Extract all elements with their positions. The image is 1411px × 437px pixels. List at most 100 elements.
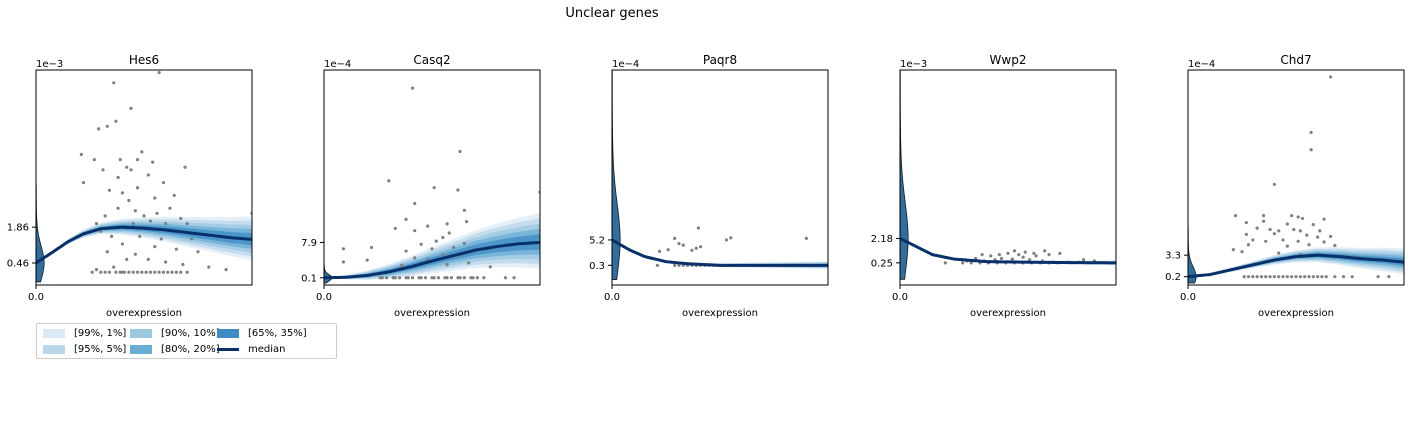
- panel-title: Casq2: [413, 53, 450, 67]
- data-point: [94, 221, 99, 226]
- x-axis-label: overexpression: [970, 308, 1046, 319]
- data-point: [657, 249, 662, 253]
- data-point: [488, 265, 492, 269]
- panel-title: Hes6: [129, 53, 159, 67]
- data-point: [129, 106, 133, 110]
- data-point: [462, 208, 466, 212]
- data-point: [1264, 239, 1268, 243]
- data-point: [120, 270, 124, 274]
- quantile-band-2: [324, 223, 540, 279]
- data-point: [185, 221, 189, 226]
- data-point: [475, 276, 479, 280]
- data-point: [1023, 250, 1027, 254]
- data-point: [1285, 244, 1289, 248]
- y-tick-label: 0.3: [589, 261, 605, 272]
- data-point: [449, 276, 454, 280]
- data-point: [1281, 275, 1285, 279]
- data-point: [341, 247, 346, 251]
- median-line: [1188, 253, 1404, 279]
- data-point: [92, 157, 96, 162]
- data-point: [1305, 233, 1309, 237]
- data-point: [120, 242, 124, 246]
- data-point: [436, 276, 441, 280]
- data-point: [1043, 249, 1047, 253]
- data-point: [185, 270, 189, 274]
- data-point: [110, 234, 114, 238]
- x-tick-label: 0.0: [1180, 292, 1196, 303]
- data-point: [131, 221, 135, 226]
- data-point: [140, 270, 144, 274]
- data-point: [81, 181, 86, 185]
- data-point: [1309, 148, 1313, 152]
- data-point: [503, 276, 508, 280]
- data-point: [1298, 229, 1302, 233]
- data-point: [393, 276, 397, 280]
- legend-label: [99%, 1%]: [74, 327, 127, 339]
- data-point: [969, 261, 973, 265]
- data-point: [148, 219, 153, 223]
- axes-frame: [323, 69, 541, 286]
- data-point: [118, 157, 122, 162]
- axis-offset-label: 1e−3: [36, 59, 63, 70]
- data-point: [997, 253, 1001, 257]
- data-point: [101, 168, 105, 172]
- axis-offset-label: 1e−4: [324, 59, 351, 70]
- data-point: [1307, 275, 1311, 279]
- data-point: [1296, 239, 1300, 243]
- data-point: [168, 206, 172, 210]
- panel-paqr8: Paqr8 1e−4 5.2 0.3 0.0 overexpression: [589, 53, 829, 319]
- data-point: [729, 236, 733, 240]
- y-tick-label: 0.46: [7, 258, 29, 269]
- data-point: [135, 157, 140, 162]
- panel-chd7: Chd7 1e−4 3.3 0.2 0.0 overexpression: [1165, 53, 1405, 319]
- data-point: [413, 256, 417, 260]
- data-point: [980, 253, 984, 257]
- data-point: [138, 234, 142, 238]
- x-tick-label: 0.0: [28, 292, 44, 303]
- violin-plot: [324, 264, 333, 284]
- data-point: [430, 247, 434, 251]
- data-point: [1251, 238, 1255, 242]
- data-point: [1058, 251, 1062, 255]
- data-point: [410, 86, 415, 90]
- legend-entry: [90%, 10%]: [130, 326, 220, 340]
- y-tick-label: 0.25: [871, 258, 893, 269]
- data-point: [419, 276, 423, 280]
- legend: [99%, 1%] [95%, 5%] [90%, 10%] [80%, 20%] [6…: [36, 323, 337, 359]
- data-point: [1290, 275, 1294, 279]
- data-point: [1012, 249, 1017, 253]
- data-point: [1028, 258, 1032, 262]
- legend-label: [80%, 20%]: [161, 343, 220, 355]
- data-point: [681, 243, 685, 247]
- data-point: [445, 263, 449, 267]
- data-point: [103, 214, 107, 218]
- legend-swatch: [130, 328, 152, 338]
- panel-hes6: Hes6 1e−3 1.86 0.46 0.0 overexpression: [7, 53, 253, 319]
- data-point: [107, 188, 112, 192]
- data-point: [458, 276, 462, 280]
- data-point: [153, 270, 157, 274]
- data-point: [181, 262, 185, 267]
- data-point: [79, 152, 83, 157]
- data-point: [146, 173, 150, 177]
- data-point: [1251, 275, 1255, 279]
- data-point: [1032, 251, 1036, 255]
- axes-frame: [35, 69, 253, 286]
- data-point: [698, 245, 703, 249]
- y-tick-label: 3.3: [1165, 251, 1181, 262]
- data-point: [103, 270, 107, 274]
- data-point: [1268, 227, 1272, 232]
- data-point: [445, 222, 449, 226]
- data-point: [127, 270, 131, 274]
- data-point: [1316, 275, 1320, 279]
- data-point: [999, 256, 1004, 261]
- panel-title: Chd7: [1280, 53, 1311, 67]
- data-point: [105, 250, 109, 254]
- data-point: [512, 276, 516, 280]
- data-point: [1296, 215, 1300, 219]
- data-point: [155, 211, 159, 215]
- data-point: [452, 245, 456, 250]
- data-point: [1233, 214, 1238, 218]
- data-point: [112, 81, 116, 85]
- data-point: [432, 276, 436, 280]
